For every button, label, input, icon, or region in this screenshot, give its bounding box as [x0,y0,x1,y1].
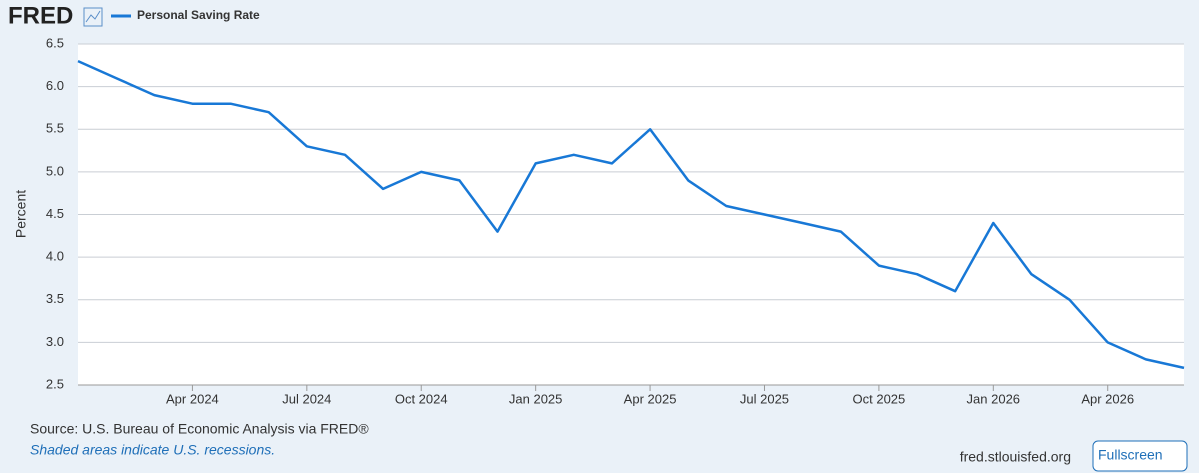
y-tick-label: 4.5 [46,206,64,221]
x-tick-label: Jan 2026 [967,391,1021,406]
logo: FRED [8,2,73,29]
x-tick-label: Jul 2024 [282,391,331,406]
button-label[interactable]: Fullscreen [1098,447,1163,463]
site: fred.stlouisfed.org [960,449,1071,465]
y-axis-label: Percent [13,190,29,238]
data-line [77,59,1185,370]
x-tick-label: Oct 2024 [395,391,448,406]
y-tick-label: 3.5 [46,291,64,306]
x-tick-label: Jul 2025 [740,391,789,406]
x-tick-label: Jan 2025 [509,391,563,406]
y-tick-label: 3.0 [46,334,64,349]
logo-icon-line [85,10,101,23]
y-tick-label: 2.5 [46,376,64,391]
y-tick-label: 5.0 [46,163,64,178]
y-tick-label: 6.0 [46,78,64,93]
y-tick-label: 6.5 [46,35,64,50]
source: Source: U.S. Bureau of Economic Analysis… [30,421,369,437]
note: Shaded areas indicate U.S. recessions. [30,442,275,458]
x-tick-label: Apr 2026 [1081,391,1134,406]
legend-label: Personal Saving Rate [137,8,260,22]
x-tick-label: Oct 2025 [853,391,906,406]
y-tick-label: 4.0 [46,249,64,264]
fullscreen-button[interactable]: Fullscreen [1092,440,1188,472]
logo-icon [83,7,103,27]
button-frame[interactable] [1092,440,1188,472]
x-tick-label: Apr 2024 [166,391,219,406]
x-tick-label: Apr 2025 [624,391,677,406]
y-tick-label: 5.5 [46,121,64,136]
